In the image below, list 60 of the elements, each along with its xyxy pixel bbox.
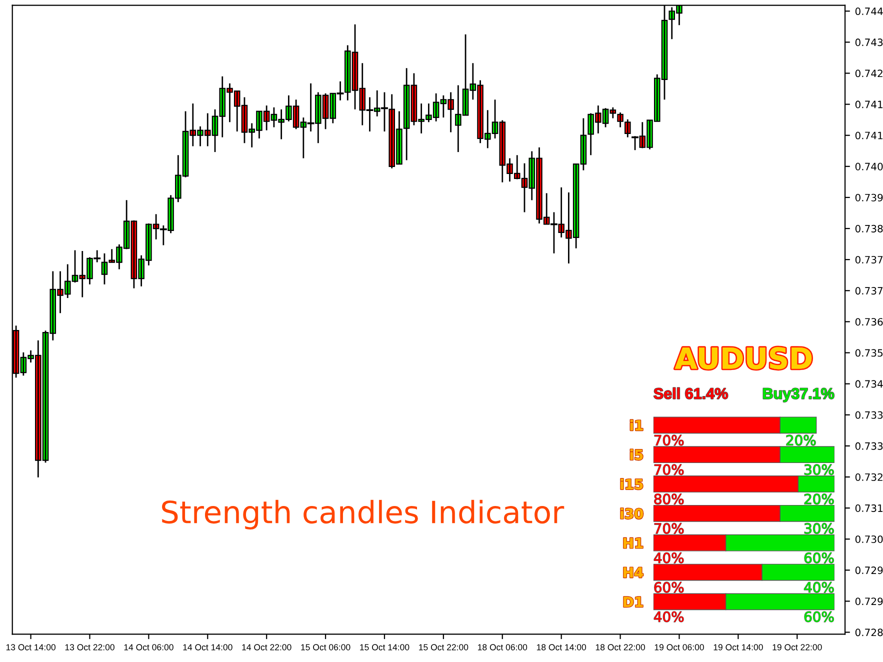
x-tick-label: 18 Oct 22:00 bbox=[596, 644, 645, 650]
y-tick-label: i1 bbox=[630, 420, 643, 430]
x-tick-label: 18 Oct 14:00 bbox=[536, 644, 586, 650]
y-tick-label: H1 bbox=[624, 538, 643, 548]
y-tick-label: 0.739 bbox=[855, 194, 883, 202]
y-tick-label: 0.741 bbox=[855, 132, 882, 140]
data-label: 70% bbox=[654, 523, 684, 534]
data-label: 30% bbox=[804, 464, 834, 475]
x-tick-label: 19 Oct 06:00 bbox=[654, 644, 704, 650]
x-tick-label: 15 Oct 14:00 bbox=[360, 644, 410, 650]
annotation: Buy37.1% bbox=[763, 388, 834, 402]
data-label: 30% bbox=[804, 523, 834, 534]
annotation: Sell 61.4% bbox=[654, 388, 728, 399]
chart-title: AUDUSD bbox=[674, 347, 812, 370]
y-tick-label: 0.730 bbox=[855, 535, 883, 544]
y-tick-label: 0.737 bbox=[855, 287, 883, 295]
data-label: 40% bbox=[654, 611, 684, 622]
y-tick-label: D1 bbox=[624, 596, 643, 607]
y-tick-label: 0.731 bbox=[855, 504, 882, 512]
y-tick-label: 0.732 bbox=[855, 473, 882, 481]
data-label: 40% bbox=[654, 552, 684, 564]
x-tick-label: 14 Oct 22:00 bbox=[242, 644, 292, 650]
y-tick-label: 0.729 bbox=[855, 598, 883, 606]
data-label: 20% bbox=[786, 434, 816, 446]
data-label: 70% bbox=[654, 434, 684, 446]
y-tick-label: 0.729 bbox=[855, 566, 883, 574]
y-tick-label: 0.735 bbox=[855, 349, 883, 357]
data-label: 60% bbox=[804, 552, 834, 564]
y-tick-label: 0.733 bbox=[855, 442, 883, 450]
y-tick-label: 0.738 bbox=[855, 224, 883, 232]
x-tick-label: 13 Oct 14:00 bbox=[6, 644, 56, 650]
data-label: 40% bbox=[804, 582, 834, 593]
data-label: 20% bbox=[804, 494, 834, 504]
y-tick-label: i5 bbox=[630, 449, 643, 460]
y-tick-label: 0.737 bbox=[855, 256, 883, 264]
y-tick-label: 0.742 bbox=[855, 70, 882, 78]
data-label: 80% bbox=[654, 494, 684, 504]
x-tick-label: 15 Oct 22:00 bbox=[419, 644, 468, 650]
x-tick-label: 14 Oct 14:00 bbox=[183, 644, 232, 650]
y-tick-label: i15 bbox=[620, 478, 643, 490]
x-tick-label: 19 Oct 22:00 bbox=[772, 644, 822, 650]
y-tick-label: H4 bbox=[624, 567, 644, 578]
x-tick-label: 18 Oct 06:00 bbox=[478, 644, 528, 650]
y-tick-label: 0.741 bbox=[855, 100, 882, 108]
y-tick-label: 0.740 bbox=[855, 162, 883, 170]
y-tick-label: 0.744 bbox=[855, 7, 883, 16]
y-tick-label: i30 bbox=[620, 508, 644, 519]
x-tick-label: 13 Oct 22:00 bbox=[65, 644, 114, 650]
y-tick-label: 0.743 bbox=[855, 38, 883, 46]
x-tick-label: 15 Oct 06:00 bbox=[301, 644, 350, 650]
data-label: 60% bbox=[804, 611, 834, 622]
y-tick-label: 0.734 bbox=[855, 380, 883, 388]
y-tick-label: 0.728 bbox=[855, 628, 883, 636]
x-tick-label: 19 Oct 14:00 bbox=[714, 644, 763, 650]
y-tick-label: 0.733 bbox=[855, 411, 883, 419]
annotation: Strength candles Indicator bbox=[162, 500, 564, 530]
data-label: 60% bbox=[654, 582, 684, 593]
x-tick-label: 14 Oct 06:00 bbox=[124, 644, 174, 650]
y-tick-label: 0.736 bbox=[855, 318, 883, 326]
data-label: 70% bbox=[654, 464, 684, 475]
